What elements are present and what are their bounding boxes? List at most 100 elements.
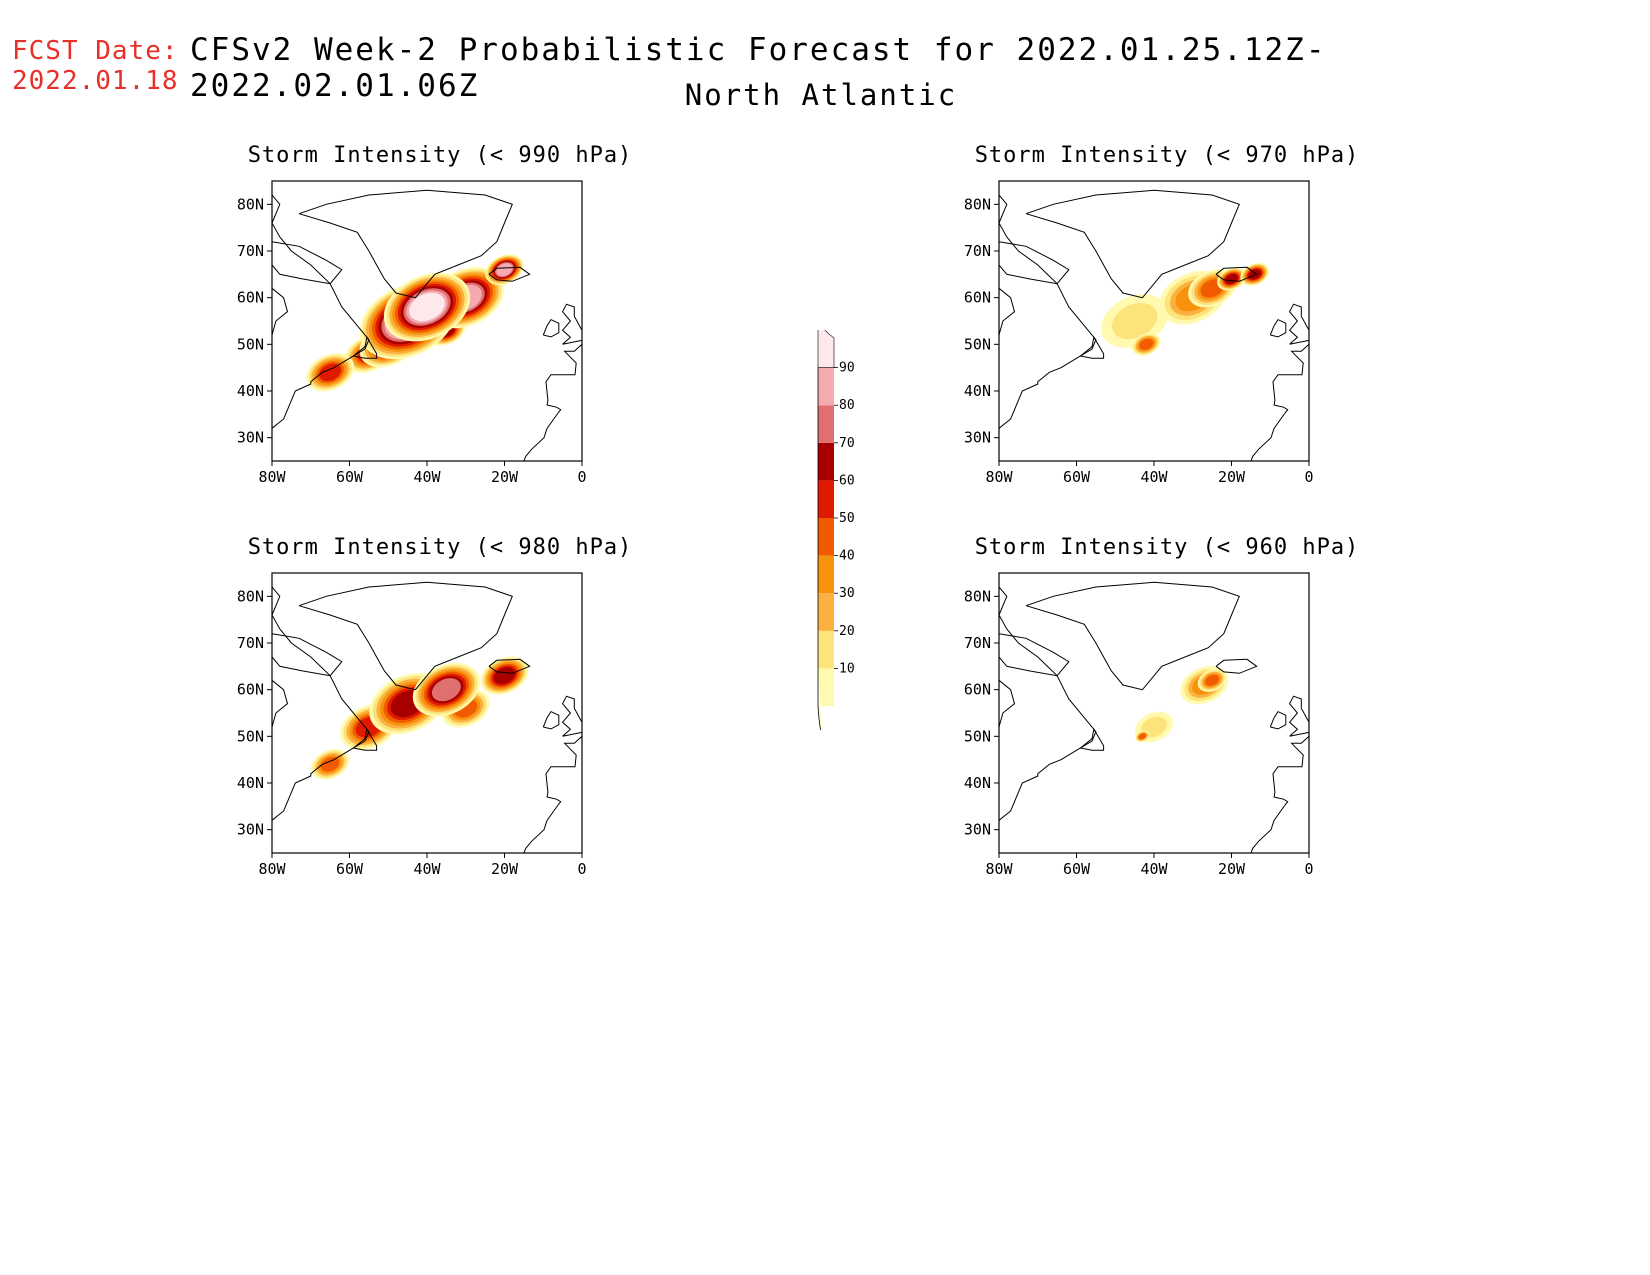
colorbar-swatch [818, 367, 834, 406]
forecast-date-value: 2022.01.18 [12, 66, 179, 96]
coastline [1080, 335, 1105, 359]
coastline [272, 287, 289, 336]
colorbar-swatch [818, 555, 834, 594]
lat-tick-label: 70N [964, 634, 991, 652]
coastline [1288, 695, 1309, 737]
coastline [272, 194, 370, 429]
lon-tick-label: 20W [1218, 468, 1246, 486]
coastline [272, 679, 289, 728]
coastline [523, 343, 582, 461]
panel-960: Storm Intensity (< 960 hPa) 80N 70N 60N 50N… [957, 535, 1377, 935]
coastline [488, 266, 531, 282]
coastline [353, 727, 378, 751]
coastline [353, 335, 378, 359]
probability-contour [319, 363, 342, 382]
forecast-date-label: FCST Date: [12, 36, 179, 66]
panel-970: Storm Intensity (< 970 hPa) 80N 70N 60N 50N… [957, 143, 1377, 543]
lon-tick-label: 60W [336, 468, 364, 486]
coastline [999, 586, 1097, 821]
coastline [272, 633, 343, 677]
lat-tick-label: 30N [237, 429, 264, 447]
colorbar-tick-label: 60 [839, 473, 855, 488]
colorbar-tick-label: 50 [839, 511, 855, 526]
lon-tick-label: 20W [1218, 860, 1246, 878]
coastline [1215, 266, 1258, 282]
lat-tick-label: 40N [964, 774, 991, 792]
lat-tick-label: 40N [237, 382, 264, 400]
main-title: CFSv2 Week-2 Probabilistic Forecast for … [190, 32, 1327, 104]
lon-tick-label: 60W [336, 860, 364, 878]
lat-tick-label: 60N [237, 681, 264, 699]
lat-tick-label: 50N [237, 727, 264, 745]
panel-990: Storm Intensity (< 990 hPa) 80N 70N 60N 50N… [230, 143, 650, 543]
lat-tick-label: 40N [237, 774, 264, 792]
probability-contour [409, 292, 445, 322]
colorbar-swatch [818, 668, 834, 741]
colorbar-swatch [818, 405, 834, 443]
colorbar-swatch [818, 630, 834, 669]
coastline [1080, 727, 1105, 751]
lat-tick-label: 30N [964, 821, 991, 839]
lon-tick-label: 80W [985, 860, 1013, 878]
coastline [1288, 303, 1309, 345]
lat-tick-label: 30N [237, 821, 264, 839]
coastline [523, 735, 582, 853]
lon-tick-label: 40W [1140, 468, 1168, 486]
colorbar-tick-label: 20 [839, 624, 855, 639]
forecast-date: FCST Date: 2022.01.18 [12, 36, 179, 96]
lon-tick-label: 80W [258, 860, 286, 878]
lon-tick-label: 0 [1304, 860, 1313, 878]
probability-contour [496, 263, 513, 277]
coastline [999, 194, 1097, 429]
lat-tick-label: 50N [964, 335, 991, 353]
lon-tick-label: 80W [258, 468, 286, 486]
lat-tick-label: 60N [964, 289, 991, 307]
lon-tick-label: 20W [491, 468, 519, 486]
colorbar-legend: 10 20 30 40 50 60 70 80 90 [800, 319, 880, 742]
lon-tick-label: 40W [1140, 860, 1168, 878]
probability-contour [493, 667, 516, 685]
colorbar-tick-label: 80 [839, 398, 855, 413]
colorbar-tick-label: 70 [839, 436, 855, 451]
colorbar-tick-label: 10 [839, 661, 855, 676]
lon-tick-label: 0 [1304, 468, 1313, 486]
coastline [272, 586, 370, 821]
colorbar-swatch [818, 518, 834, 556]
colorbar-svg: 10 20 30 40 50 60 70 80 90 [817, 319, 855, 742]
probability-contour [1138, 733, 1146, 740]
panel-title: Storm Intensity (< 990 hPa) [247, 143, 633, 168]
probability-contour [1205, 674, 1220, 686]
lon-tick-label: 20W [491, 860, 519, 878]
coastline [999, 679, 1016, 728]
coastline [999, 633, 1070, 677]
probability-contour [431, 678, 461, 702]
map-panel-svg: 80N 70N 60N 50N 40N 30N 80W 60W 40W 20W 0 [237, 572, 587, 878]
lat-tick-label: 50N [964, 727, 991, 745]
lat-tick-label: 50N [237, 335, 264, 353]
coastline [1215, 658, 1258, 674]
lat-tick-label: 70N [964, 242, 991, 260]
lat-tick-label: 80N [237, 195, 264, 213]
probability-contour [1139, 338, 1154, 350]
colorbar-tick-label: 90 [839, 361, 855, 376]
lat-tick-label: 70N [237, 242, 264, 260]
lat-tick-label: 30N [964, 429, 991, 447]
coastline [561, 303, 582, 345]
map-panel-svg: 80N 70N 60N 50N 40N 30N 80W 60W 40W 20W 0 [964, 180, 1314, 486]
panel-title: Storm Intensity (< 970 hPa) [974, 143, 1360, 168]
lat-tick-label: 80N [964, 587, 991, 605]
colorbar-tick-label: 30 [839, 586, 855, 601]
colorbar-tick-label: 40 [839, 549, 855, 564]
region-subtitle: North Atlantic [684, 78, 958, 112]
lat-tick-label: 60N [237, 289, 264, 307]
coastline [298, 581, 513, 691]
lat-tick-label: 80N [237, 587, 264, 605]
map-panel-svg: 80N 70N 60N 50N 40N 30N 80W 60W 40W 20W 0 [237, 180, 587, 486]
lon-tick-label: 40W [413, 860, 441, 878]
probability-contour [1225, 273, 1238, 285]
coastline [1250, 343, 1309, 461]
lat-tick-label: 60N [964, 681, 991, 699]
colorbar-swatch [818, 480, 834, 518]
lon-tick-label: 40W [413, 468, 441, 486]
lat-tick-label: 80N [964, 195, 991, 213]
